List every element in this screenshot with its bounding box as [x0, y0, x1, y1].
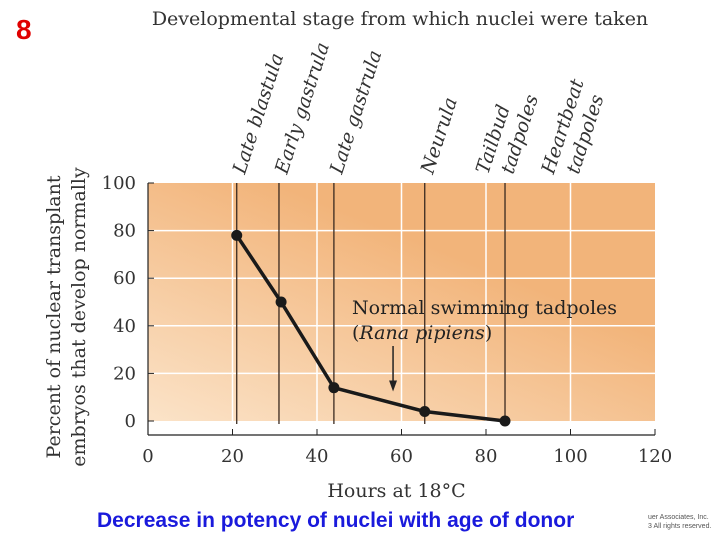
top-axis-title: Developmental stage from which nuclei we…: [152, 8, 648, 30]
annotation-text: Normal swimming tadpoles: [352, 297, 617, 319]
copyright: uer Associates, Inc. 3 All rights reserv…: [648, 513, 711, 531]
caption: Decrease in potency of nuclei with age o…: [97, 509, 575, 532]
x-tick-label: 100: [553, 446, 587, 467]
y-tick-label: 80: [113, 221, 136, 242]
data-point: [419, 405, 431, 417]
x-tick-label: 40: [306, 446, 329, 467]
data-point: [499, 415, 511, 427]
x-tick-label: 20: [221, 446, 244, 467]
stage-label: Neurula: [416, 95, 462, 178]
y-tick-label: 100: [102, 173, 136, 194]
stage-label: Late gastrula: [325, 48, 386, 178]
y-tick-label: 40: [113, 316, 136, 337]
x-tick-label: 120: [638, 446, 672, 467]
y-tick-label: 60: [113, 268, 136, 289]
data-point: [275, 296, 287, 308]
y-tick-label: 0: [125, 411, 136, 432]
x-tick-label: 60: [390, 446, 413, 467]
slide-number: 8: [16, 14, 32, 45]
data-point: [328, 382, 340, 394]
x-tick-label: 80: [475, 446, 498, 467]
copyright-line: 3 All rights reserved.: [648, 523, 712, 530]
data-point: [231, 229, 243, 241]
y-axis-label: embryos that develop normally: [68, 167, 90, 467]
x-tick-label: 0: [142, 446, 153, 467]
y-tick-label: 20: [113, 363, 136, 384]
copyright-line: uer Associates, Inc.: [648, 514, 709, 521]
annotation-species: (Rana pipiens): [352, 322, 492, 344]
x-axis-label: Hours at 18°C: [327, 480, 465, 502]
arrowhead-icon: [389, 380, 398, 392]
y-axis-label: Percent of nuclear transplant: [43, 175, 65, 458]
